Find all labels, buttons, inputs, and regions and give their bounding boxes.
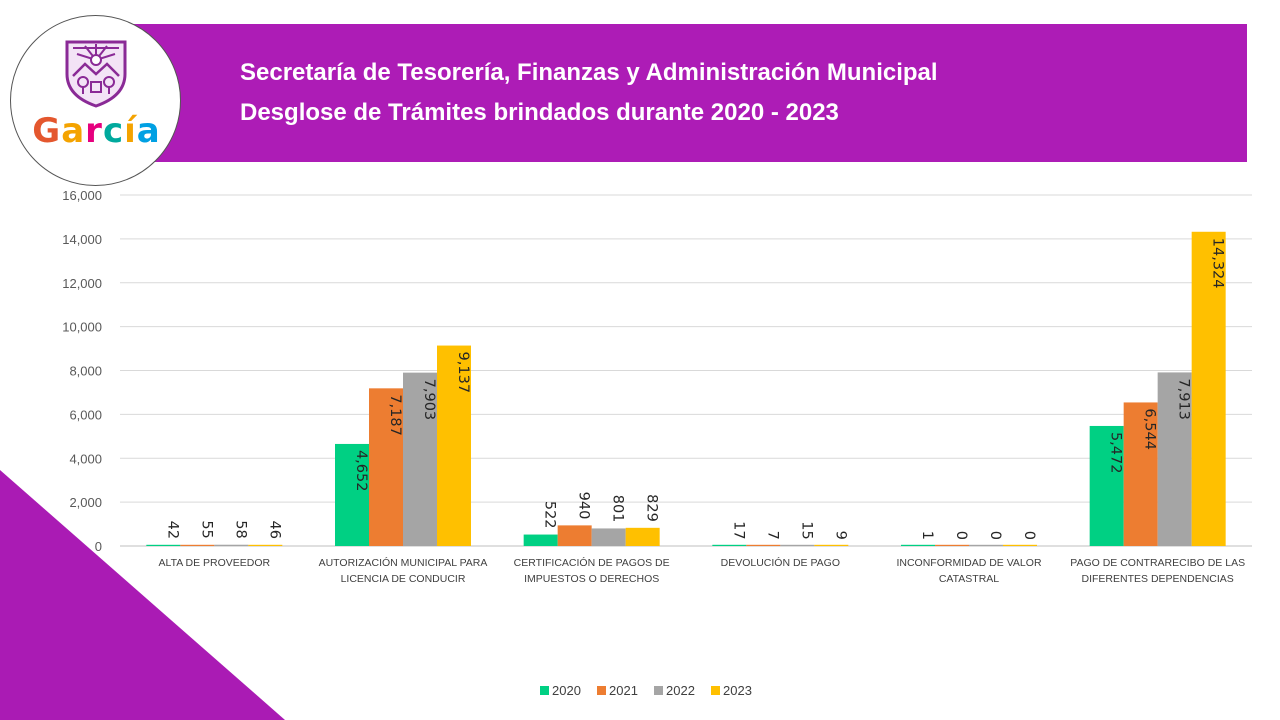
y-tick-label: 8,000 — [69, 364, 102, 379]
bar — [969, 544, 1003, 546]
category-label: LICENCIA DE CONDUCIR — [341, 573, 466, 585]
page-subtitle: Desglose de Trámites brindados durante 2… — [240, 99, 839, 126]
legend-label: 2023 — [723, 683, 752, 698]
bar — [403, 372, 437, 546]
bar — [1089, 425, 1124, 546]
data-label: 15 — [798, 521, 814, 539]
data-label: 4,652 — [353, 450, 369, 492]
data-label: 0 — [953, 531, 969, 540]
data-label: 58 — [232, 520, 248, 538]
data-label: 5,472 — [1108, 432, 1124, 474]
data-label: 6,544 — [1142, 408, 1158, 450]
bar — [1003, 544, 1037, 546]
data-label: 1 — [919, 531, 935, 540]
data-label: 55 — [198, 520, 214, 538]
bar — [523, 534, 558, 546]
data-label: 7 — [764, 531, 780, 540]
y-tick-label: 10,000 — [62, 320, 102, 335]
bar — [1123, 402, 1158, 546]
data-label: 522 — [542, 501, 558, 529]
bar — [437, 345, 471, 546]
logo-letter: í — [124, 111, 137, 151]
category-label: ALTA DE PROVEEDOR — [159, 557, 271, 569]
legend-label: 2021 — [609, 683, 638, 698]
category-label: CERTIFICACIÓN DE PAGOS DE — [514, 556, 670, 569]
bars — [146, 231, 1226, 546]
bar — [369, 388, 403, 546]
data-label: 801 — [610, 495, 626, 523]
bar — [591, 528, 626, 546]
data-label: 7,903 — [421, 379, 437, 421]
data-label: 0 — [987, 531, 1003, 540]
category-label: DEVOLUCIÓN DE PAGO — [721, 556, 840, 569]
bar — [146, 544, 181, 546]
bar — [935, 544, 969, 546]
bar — [1157, 372, 1192, 546]
bar — [248, 544, 283, 546]
legend-swatch — [654, 686, 663, 695]
bar — [814, 544, 849, 546]
y-tick-label: 12,000 — [62, 276, 102, 291]
bar — [901, 544, 935, 546]
bar — [780, 544, 815, 546]
bar — [712, 544, 747, 546]
bar — [625, 527, 660, 546]
category-label: PAGO DE CONTRARECIBO DE LAS — [1070, 557, 1245, 569]
y-tick-label: 16,000 — [62, 188, 102, 203]
y-tick-label: 0 — [95, 539, 102, 554]
data-label: 940 — [576, 492, 592, 520]
y-tick-label: 4,000 — [69, 451, 102, 466]
category-label: IMPUESTOS O DERECHOS — [524, 573, 659, 585]
legend-label: 2020 — [552, 683, 581, 698]
bar — [746, 544, 781, 546]
category-label: INCONFORMIDAD DE VALOR — [896, 557, 1041, 569]
y-axis-ticks: 0 2,000 4,000 6,000 8,000 10,000 12,000 14,000 1… — [62, 188, 102, 554]
gridlines — [120, 194, 1252, 547]
legend-swatch — [711, 686, 720, 695]
data-label: 14,324 — [1210, 238, 1226, 289]
logo-letter: c — [102, 111, 125, 151]
category-label: CATASTRAL — [939, 573, 999, 585]
data-labels: 42 55 58 46 4,652 7,187 7,903 9,137 522 940 801 829… — [164, 238, 1225, 540]
data-label: 9 — [832, 531, 848, 540]
logo-letter: r — [85, 111, 103, 151]
data-label: 42 — [164, 521, 180, 539]
legend-swatch — [597, 686, 606, 695]
category-labels: ALTA DE PROVEEDOR AUTORIZACIÓN MUNICIPAL … — [159, 556, 1246, 585]
data-label: 17 — [730, 521, 746, 539]
data-label: 9,137 — [455, 352, 471, 394]
bar — [180, 544, 215, 546]
y-tick-label: 14,000 — [62, 232, 102, 247]
bar — [214, 544, 249, 546]
bar — [557, 525, 592, 546]
legend-label: 2022 — [666, 683, 695, 698]
data-label: 46 — [266, 521, 282, 539]
bar — [335, 443, 369, 546]
logo-letter: a — [136, 111, 161, 151]
data-label: 0 — [1021, 531, 1037, 540]
page-title: Secretaría de Tesorería, Finanzas y Admi… — [240, 59, 938, 86]
logo-wordmark: García — [11, 111, 182, 151]
category-label: DIFERENTES DEPENDENCIAS — [1082, 573, 1234, 585]
data-label: 7,913 — [1176, 378, 1192, 420]
legend: 2020 2021 2022 2023 — [540, 683, 752, 698]
bar — [1191, 231, 1226, 546]
y-tick-label: 6,000 — [69, 407, 102, 422]
data-label: 7,187 — [387, 394, 403, 436]
header-banner: Secretaría de Tesorería, Finanzas y Admi… — [130, 24, 1247, 162]
data-label: 829 — [644, 494, 660, 522]
logo-letter: G — [32, 111, 62, 151]
legend-swatch — [540, 686, 549, 695]
y-tick-label: 2,000 — [69, 495, 102, 510]
crest-icon — [65, 40, 127, 108]
logo-letter: a — [61, 111, 86, 151]
category-label: AUTORIZACIÓN MUNICIPAL PARA — [319, 556, 488, 569]
logo: García — [10, 15, 181, 186]
